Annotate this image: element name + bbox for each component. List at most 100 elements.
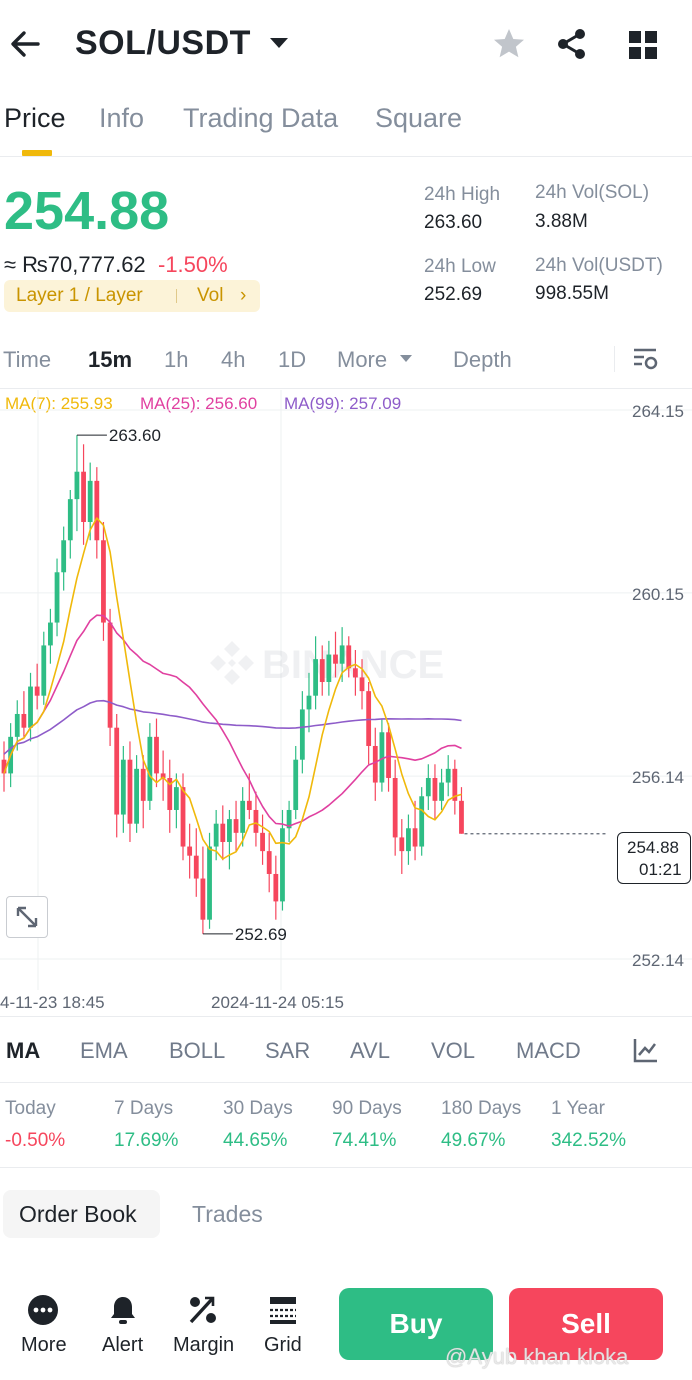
price-change: -1.50% xyxy=(158,252,228,277)
candle-up xyxy=(240,800,246,833)
interval-4h[interactable]: 4h xyxy=(221,347,246,372)
more-icon[interactable] xyxy=(27,1294,59,1326)
perf-period-value: 49.67% xyxy=(441,1130,506,1151)
candle-up xyxy=(207,846,212,920)
category-tag[interactable]: Layer 1 / Layer Vol › xyxy=(4,280,260,312)
vol-usdt-value: 998.55M xyxy=(535,283,609,304)
perf-period-label: 30 Days xyxy=(223,1098,293,1119)
buy-button[interactable]: Buy xyxy=(339,1288,493,1360)
candle-down xyxy=(253,809,259,833)
candle-up xyxy=(445,768,451,783)
interval-depth[interactable]: Depth xyxy=(453,347,512,372)
bell-icon[interactable] xyxy=(107,1294,139,1326)
perf-period-label: Today xyxy=(5,1098,56,1119)
perf-period-value: -0.50% xyxy=(5,1130,66,1151)
candle-up xyxy=(67,499,73,541)
candle-up xyxy=(419,796,425,847)
order-book-label: Order Book xyxy=(19,1201,137,1227)
grid-label[interactable]: Grid xyxy=(264,1334,302,1356)
candle-up xyxy=(173,787,179,810)
tab-price[interactable]: Price xyxy=(4,103,66,133)
tab-trading-data[interactable]: Trading Data xyxy=(183,103,339,133)
indicator-settings-icon[interactable] xyxy=(632,1036,660,1064)
indicator-boll[interactable]: BOLL xyxy=(169,1038,226,1063)
candle-up xyxy=(120,759,126,815)
margin-label[interactable]: Margin xyxy=(173,1334,235,1356)
indicator-macd[interactable]: MACD xyxy=(516,1038,581,1063)
indicator-ma[interactable]: MA xyxy=(6,1038,41,1063)
perf-period-value: 342.52% xyxy=(551,1130,627,1151)
star-icon[interactable] xyxy=(489,24,529,64)
candle-up xyxy=(280,828,285,902)
interval-time[interactable]: Time xyxy=(3,347,52,372)
caret-down-icon[interactable] xyxy=(398,352,414,366)
chart-settings-icon[interactable] xyxy=(632,345,660,373)
current-price-label: 254.88 xyxy=(627,838,679,857)
indicator-sar[interactable]: SAR xyxy=(265,1038,311,1063)
interval-1d[interactable]: 1D xyxy=(278,347,307,372)
vol-usdt-label: 24h Vol(USDT) xyxy=(535,255,663,276)
grid-trading-icon[interactable] xyxy=(267,1294,299,1326)
candle-down xyxy=(412,828,418,847)
divider xyxy=(0,156,692,157)
candle-down xyxy=(399,837,405,852)
x-tick-label: 2024-11-24 05:15 xyxy=(211,993,344,1012)
caret-down-icon[interactable] xyxy=(268,30,290,56)
candle-up xyxy=(326,654,332,682)
expand-chart-button[interactable] xyxy=(6,896,48,938)
candle-down xyxy=(220,823,226,842)
pair-title[interactable]: SOL/USDT xyxy=(75,24,251,62)
alert-label[interactable]: Alert xyxy=(102,1334,144,1356)
tab-order-book[interactable]: Order Book xyxy=(3,1190,160,1238)
interval-more[interactable]: More xyxy=(337,347,388,372)
moving-averages xyxy=(3,517,462,860)
candle-up xyxy=(306,695,312,710)
indicator-vol[interactable]: VOL xyxy=(431,1038,476,1063)
fiat-price: ≈ ₨70,777.62 xyxy=(4,252,146,277)
indicator-avl[interactable]: AVL xyxy=(350,1038,390,1063)
sell-button[interactable]: Sell xyxy=(509,1288,663,1360)
candle-down xyxy=(167,777,173,810)
back-arrow-icon[interactable] xyxy=(8,26,42,62)
interval-1h[interactable]: 1h xyxy=(164,347,189,372)
chevron-right-icon: › xyxy=(240,285,247,306)
tab-info[interactable]: Info xyxy=(99,103,145,133)
perf-period-label: 180 Days xyxy=(441,1098,522,1119)
candle-down xyxy=(114,727,120,815)
ma7-line xyxy=(3,517,462,860)
candle-down xyxy=(319,659,325,682)
y-tick-label: 264.15 xyxy=(632,402,684,421)
interval-15m[interactable]: 15m xyxy=(88,347,133,372)
candle-down xyxy=(346,645,352,669)
indicator-ema[interactable]: EMA xyxy=(80,1038,128,1063)
share-icon[interactable] xyxy=(552,24,592,64)
candle-up xyxy=(14,713,20,737)
candle-down xyxy=(187,846,193,856)
tag-category-label: Layer 1 / Layer xyxy=(16,285,143,306)
candle-down xyxy=(392,777,398,838)
margin-icon[interactable] xyxy=(187,1294,219,1326)
y-tick-label: 260.15 xyxy=(632,585,684,604)
high-label: 24h High xyxy=(424,184,501,205)
vol-sol-value: 3.88M xyxy=(535,211,588,232)
candle-down xyxy=(273,873,279,902)
perf-period-value: 44.65% xyxy=(223,1130,288,1151)
candle-down xyxy=(180,787,186,847)
grid-icon[interactable] xyxy=(623,24,663,64)
candles xyxy=(1,435,464,934)
tab-square[interactable]: Square xyxy=(375,103,463,133)
perf-period-value: 17.69% xyxy=(114,1130,179,1151)
candle-up xyxy=(425,777,431,797)
candle-up xyxy=(379,732,385,783)
candle-up xyxy=(54,572,60,623)
countdown-label: 01:21 xyxy=(639,860,682,879)
candle-down xyxy=(266,851,272,874)
active-tab-indicator xyxy=(22,150,52,156)
candle-down xyxy=(107,622,113,728)
candle-down xyxy=(352,668,358,678)
candle-down xyxy=(1,759,7,774)
tab-trades[interactable]: Trades xyxy=(192,1201,263,1227)
high-value: 263.60 xyxy=(424,212,483,233)
more-label[interactable]: More xyxy=(21,1334,67,1356)
